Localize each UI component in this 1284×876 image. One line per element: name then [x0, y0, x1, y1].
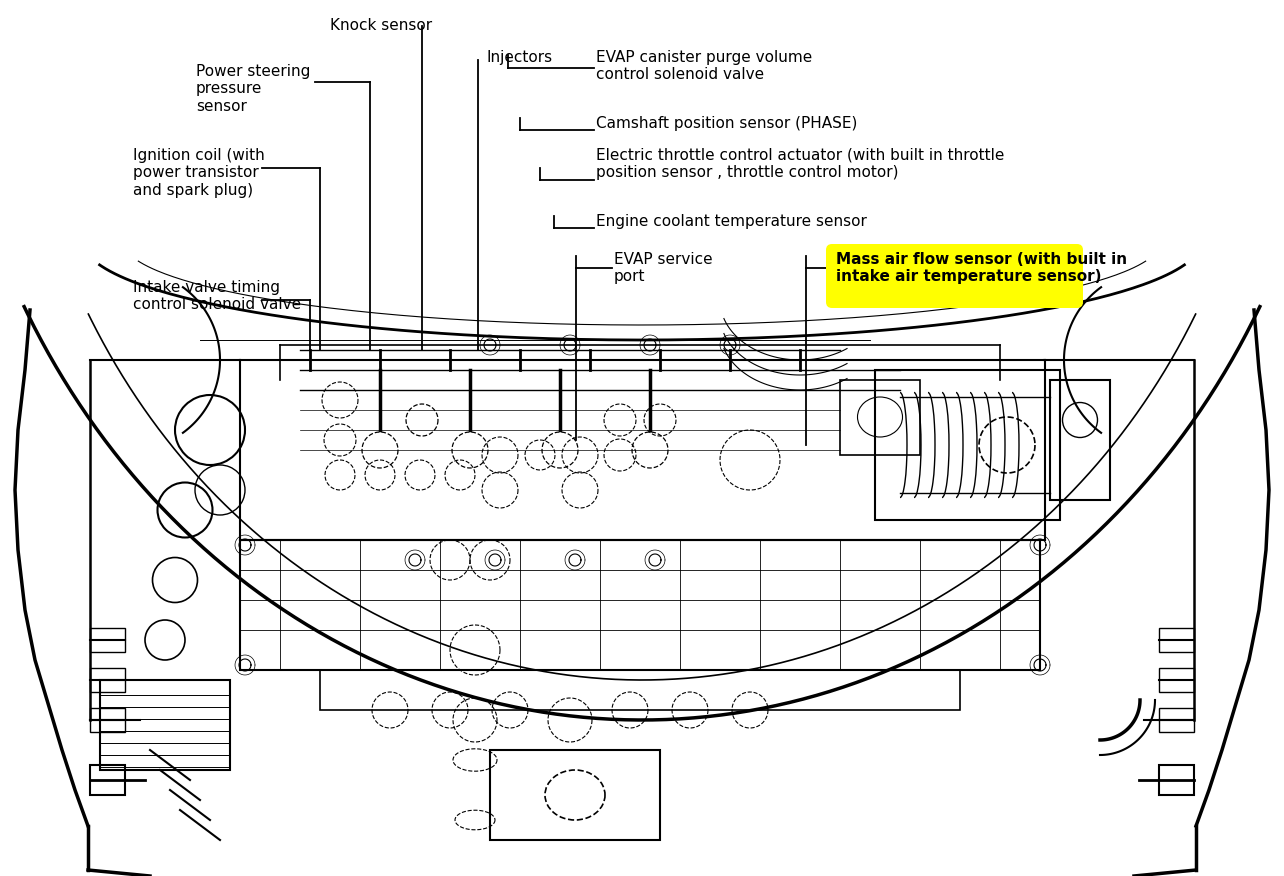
Text: Electric throttle control actuator (with built in throttle
position sensor , thr: Electric throttle control actuator (with… — [596, 148, 1004, 180]
Text: Camshaft position sensor (PHASE): Camshaft position sensor (PHASE) — [596, 116, 858, 131]
Text: Power steering
pressure
sensor: Power steering pressure sensor — [196, 64, 311, 114]
Text: EVAP canister purge volume
control solenoid valve: EVAP canister purge volume control solen… — [596, 50, 813, 82]
Bar — [1159, 765, 1194, 795]
Bar — [240, 540, 1040, 670]
Bar — [90, 628, 125, 652]
Bar — [90, 765, 125, 795]
Bar — [1159, 668, 1194, 692]
Text: Knock sensor: Knock sensor — [330, 18, 433, 33]
Text: Intake valve timing
control solenoid valve: Intake valve timing control solenoid val… — [134, 280, 302, 313]
Text: Ignition coil (with
power transistor
and spark plug): Ignition coil (with power transistor and… — [134, 148, 265, 198]
Text: Engine coolant temperature sensor: Engine coolant temperature sensor — [596, 214, 867, 229]
Text: EVAP service
port: EVAP service port — [614, 252, 713, 285]
Bar — [840, 380, 921, 455]
Text: Injectors: Injectors — [487, 50, 552, 65]
Text: Mass air flow sensor (with built in
intake air temperature sensor): Mass air flow sensor (with built in inta… — [836, 252, 1127, 285]
Bar — [1050, 380, 1109, 500]
Bar — [90, 668, 125, 692]
Bar — [90, 708, 125, 732]
Bar — [874, 370, 1061, 520]
Bar — [320, 670, 960, 710]
Bar — [100, 680, 230, 770]
Bar — [1159, 708, 1194, 732]
Bar — [490, 750, 660, 840]
FancyBboxPatch shape — [826, 244, 1082, 308]
Bar — [1159, 628, 1194, 652]
